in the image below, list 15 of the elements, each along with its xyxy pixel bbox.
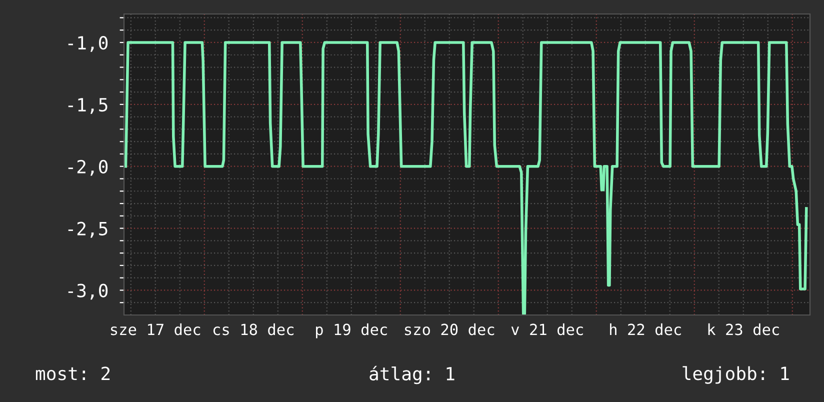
text: most: 2	[36, 366, 110, 380]
x-tick-label: p 19 dec	[316, 323, 387, 338]
x-tick-label: cs 18 dec	[213, 323, 294, 336]
y-tick-label: -1,5	[68, 98, 108, 114]
x-tick-label: sze 17 dec	[110, 323, 200, 336]
y-tick-label: -2,0	[68, 160, 108, 176]
x-tick-label: h 22 dec	[610, 323, 681, 336]
text: átlag: 1	[370, 366, 454, 384]
x-tick-label: v 21 dec	[511, 323, 583, 336]
y-tick-label: -1,0	[68, 36, 108, 52]
text: legjobb: 1	[682, 366, 789, 384]
y-tick-label: -3,0	[68, 284, 108, 300]
y-tick-label: -2,5	[68, 222, 108, 238]
x-tick-label: szo 20 dec	[404, 323, 494, 336]
x-tick-label: k 23 dec	[708, 323, 779, 336]
